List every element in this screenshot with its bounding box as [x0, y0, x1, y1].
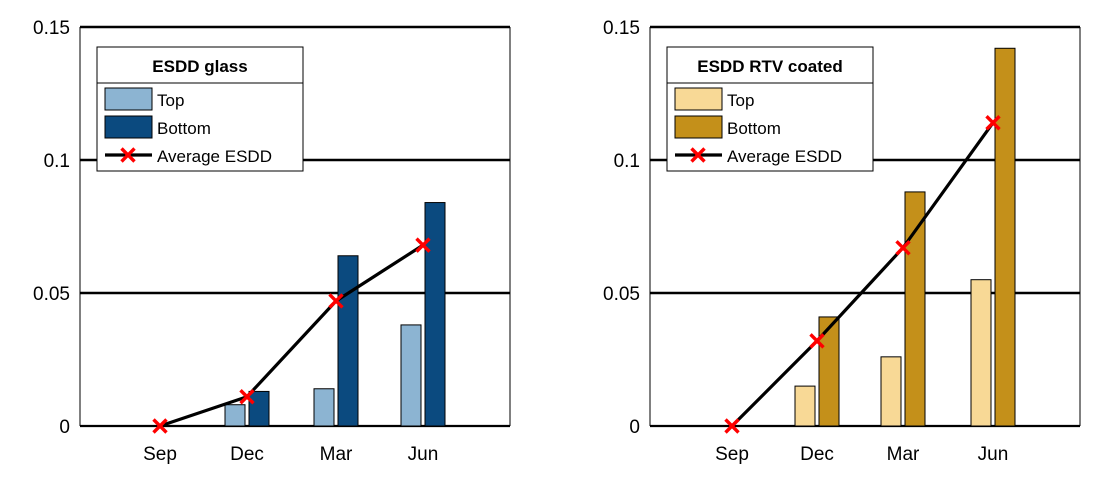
- marker-stroke: [985, 115, 1001, 131]
- average-esdd-marker: [415, 237, 431, 253]
- y-tick-label: 0.15: [603, 18, 640, 39]
- bar-bottom: [994, 47, 1016, 427]
- legend-entry: Average ESDD: [727, 147, 842, 166]
- legend-entry: Average ESDD: [157, 147, 272, 166]
- average-esdd-marker: [152, 418, 168, 434]
- legend-entry: Top: [157, 91, 184, 110]
- x-tick-label: Sep: [715, 444, 749, 465]
- legend-swatch-top: [674, 87, 723, 111]
- legend: ESDD RTV coated Top Bottom Average ESDD: [666, 46, 874, 172]
- chart-panel-2: 0 0.05 0.1 0.15 Sep Dec Mar Jun ESDD RTV coated T…: [603, 18, 1081, 465]
- bar-bottom: [424, 202, 446, 427]
- bar-top: [970, 279, 992, 427]
- y-tick-label: 0.05: [603, 284, 640, 305]
- average-esdd-line: [730, 121, 995, 428]
- x-tick-label: Mar: [320, 444, 353, 465]
- average-esdd-line: [159, 243, 424, 428]
- marker-stroke: [152, 418, 168, 434]
- legend-swatch-top: [104, 87, 153, 111]
- average-esdd-marker: [809, 333, 825, 349]
- bar-bottom: [337, 255, 359, 427]
- legend-swatch-bottom: [104, 115, 153, 139]
- marker-stroke: [415, 237, 431, 253]
- legend-entry: Bottom: [727, 119, 781, 138]
- x-tick-label: Mar: [887, 444, 920, 465]
- average-esdd-marker: [895, 240, 911, 256]
- y-tick-label: 0: [629, 417, 640, 438]
- average-esdd-marker: [328, 293, 344, 309]
- legend-title: ESDD RTV coated: [697, 57, 842, 76]
- marker-stroke: [895, 240, 911, 256]
- bar-top: [224, 404, 246, 427]
- y-tick-label: 0.05: [33, 284, 70, 305]
- chart-panel-1: 0 0.05 0.1 0.15 Sep Dec Mar Jun ESDD glass Top Bot…: [33, 18, 511, 465]
- bar-bottom: [248, 390, 270, 427]
- marker-stroke: [239, 389, 255, 405]
- x-tick-label: Jun: [408, 444, 439, 465]
- marker-stroke: [724, 418, 740, 434]
- y-tick-label: 0.1: [614, 151, 640, 172]
- y-tick-label: 0.15: [33, 18, 70, 39]
- bar-bottom: [904, 191, 926, 427]
- legend-marker: [690, 147, 706, 163]
- x-tick-label: Dec: [230, 444, 264, 465]
- bar-top: [880, 356, 902, 427]
- legend-swatch-bottom: [674, 115, 723, 139]
- legend-entry: Bottom: [157, 119, 211, 138]
- marker-stroke: [328, 293, 344, 309]
- x-tick-label: Sep: [143, 444, 177, 465]
- legend-title: ESDD glass: [152, 57, 247, 76]
- bar-top: [794, 385, 816, 427]
- x-tick-label: Dec: [800, 444, 834, 465]
- average-esdd-marker: [239, 389, 255, 405]
- average-esdd-marker: [985, 115, 1001, 131]
- legend-entry: Top: [727, 91, 754, 110]
- bar-bottom: [818, 316, 840, 427]
- x-tick-label: Jun: [978, 444, 1009, 465]
- y-tick-label: 0.1: [44, 151, 70, 172]
- average-esdd-marker: [724, 418, 740, 434]
- bar-top: [313, 388, 335, 427]
- y-tick-label: 0: [59, 417, 70, 438]
- legend-marker: [120, 147, 136, 163]
- bar-top: [400, 324, 422, 427]
- legend: ESDD glass Top Bottom Average ESDD: [96, 46, 304, 172]
- marker-stroke: [809, 333, 825, 349]
